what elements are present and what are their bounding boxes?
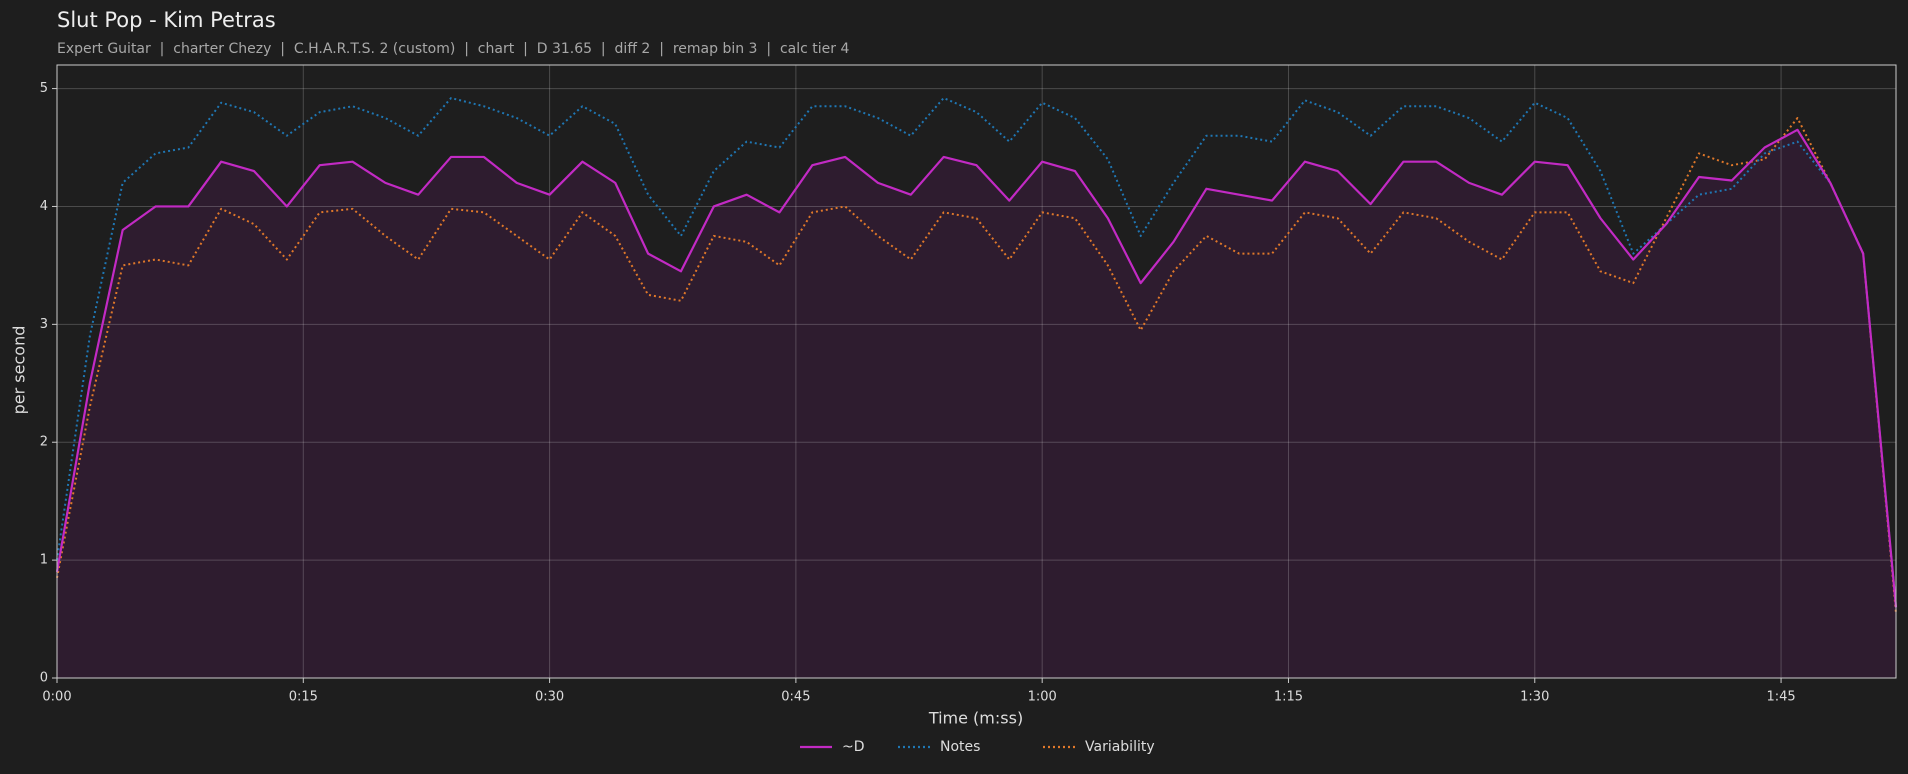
y-tick-label: 1: [40, 553, 48, 568]
y-tick-label: 0: [40, 671, 48, 686]
x-tick-label: 0:45: [781, 690, 810, 705]
legend-label: ~D: [842, 739, 865, 755]
y-axis-label: per second: [10, 326, 29, 415]
line: [56, 97, 1897, 608]
line: [55, 128, 1898, 608]
x-tick-label: 1:15: [1274, 690, 1303, 705]
line: [56, 117, 1897, 614]
area: [57, 129, 1896, 678]
y-tick-label: 5: [40, 81, 48, 96]
x-tick-label: 1:30: [1520, 690, 1549, 705]
chart-title: Slut Pop - Kim Petras: [57, 8, 276, 32]
legend-label: Variability: [1085, 739, 1155, 755]
x-tick-label: 1:45: [1766, 690, 1795, 705]
y-tick-label: 3: [40, 317, 48, 332]
y-tick-label: 4: [40, 199, 48, 214]
chart-subtitle: Expert Guitar | charter Chezy | C.H.A.R.…: [57, 41, 849, 57]
legend-label: Notes: [940, 739, 980, 755]
x-tick-label: 0:00: [42, 690, 71, 705]
x-axis-label: Time (m:ss): [928, 709, 1023, 728]
plot-frame: [56, 64, 1897, 679]
x-tick-label: 1:00: [1028, 690, 1057, 705]
x-tick-label: 0:15: [289, 690, 318, 705]
y-tick-label: 2: [40, 435, 48, 450]
x-tick-label: 0:30: [535, 690, 564, 705]
